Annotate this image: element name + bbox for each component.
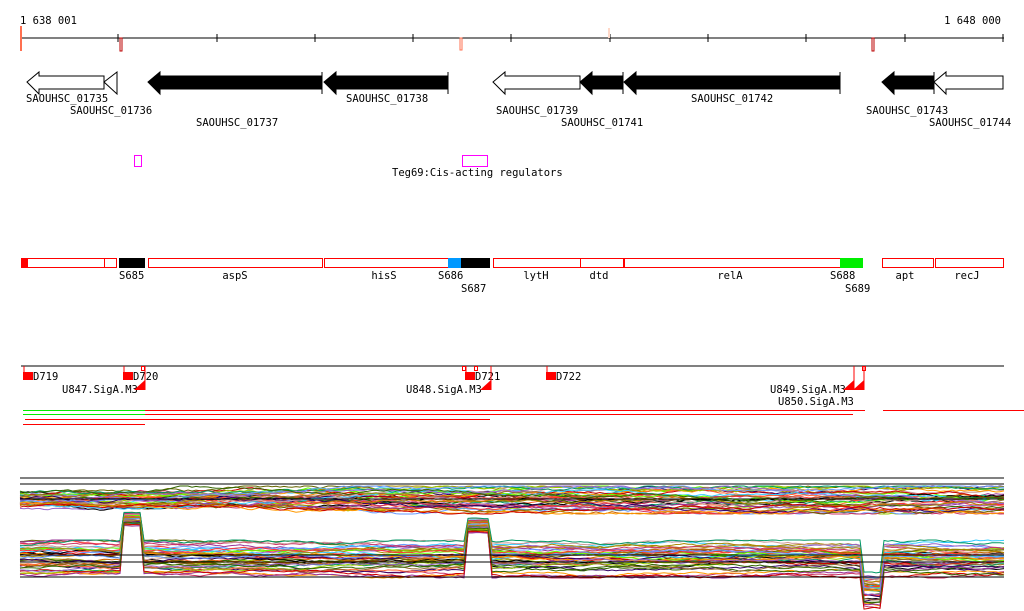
annotation-label: S686 <box>438 270 463 282</box>
gene-label: SAOUHSC_01737 <box>196 117 278 129</box>
motif-label: U849.SigA.M3 <box>770 384 846 396</box>
regulator-track: Teg69:Cis-acting regulators <box>134 155 563 179</box>
promoter-label: D722 <box>556 371 581 383</box>
profile-trace <box>19 503 1005 515</box>
gene-arrow[interactable] <box>26 70 105 96</box>
annotation-label: S689 <box>845 283 870 295</box>
promoter-label: D720 <box>133 371 158 383</box>
annotation-label: lytH <box>523 270 548 282</box>
gene-arrow[interactable] <box>881 70 935 96</box>
gene-arrow[interactable] <box>323 70 449 96</box>
profile-trace <box>20 485 1005 504</box>
promoter-label: D719 <box>33 371 58 383</box>
annotation-feature[interactable] <box>104 258 117 268</box>
annotation-label: dtd <box>590 270 609 282</box>
annotation-feature[interactable] <box>461 258 490 268</box>
expression-profile-track <box>19 477 1005 610</box>
profile-trace <box>19 521 1005 603</box>
annotation-feature[interactable] <box>448 258 461 268</box>
annotation-feature[interactable] <box>840 258 863 268</box>
position-marker[interactable] <box>20 26 22 51</box>
annotation-label: recJ <box>954 270 979 282</box>
profile-trace <box>19 513 1005 582</box>
profile-trace <box>19 511 1005 596</box>
annotation-label: S688 <box>830 270 855 282</box>
annotation-label: hisS <box>371 270 396 282</box>
motif-box[interactable] <box>474 366 478 371</box>
motif-box[interactable] <box>462 366 466 371</box>
promoter-marker[interactable] <box>546 372 556 380</box>
annotation-feature[interactable] <box>580 258 624 268</box>
promoter-marker[interactable] <box>23 372 33 380</box>
motif-box[interactable] <box>862 366 866 371</box>
annotation-feature[interactable] <box>21 258 28 268</box>
motif-marker[interactable] <box>853 380 864 390</box>
motif-marker[interactable] <box>134 380 145 390</box>
profile-trace <box>19 524 1005 606</box>
regulator-feature[interactable] <box>134 155 142 167</box>
annotation-feature[interactable] <box>148 258 323 268</box>
marker[interactable] <box>608 28 610 38</box>
ruler: 1 638 001 1 648 000 <box>20 15 1004 52</box>
profile-trace <box>19 520 1005 604</box>
profile-trace <box>19 516 1005 583</box>
promoter-marker[interactable] <box>123 372 133 380</box>
annotation-feature[interactable] <box>119 258 145 268</box>
regulator-label: Teg69:Cis-acting regulators <box>392 167 563 179</box>
profile-trace <box>19 511 1005 574</box>
promoter-marker[interactable] <box>465 372 475 380</box>
motif-label: U847.SigA.M3 <box>62 384 138 396</box>
profile-trace <box>19 485 1004 503</box>
gene-label: SAOUHSC_01735 <box>26 93 108 105</box>
motif-box[interactable] <box>141 366 145 371</box>
regulator-feature[interactable] <box>462 155 488 167</box>
annotation-label: apt <box>896 270 915 282</box>
gene-arrow[interactable] <box>623 70 841 96</box>
gene-label: SAOUHSC_01742 <box>691 93 773 105</box>
motif-label: U850.SigA.M3 <box>778 396 854 408</box>
motif-marker[interactable] <box>843 380 854 390</box>
annotation-feature[interactable] <box>324 258 449 268</box>
annotation-feature[interactable] <box>935 258 1004 268</box>
profile-trace <box>19 515 1005 588</box>
gene-arrow[interactable] <box>933 70 1004 96</box>
gene-label: SAOUHSC_01738 <box>346 93 428 105</box>
ruler-start-label: 1 638 001 <box>20 15 77 27</box>
annotation-label: S685 <box>119 270 144 282</box>
promoter-label: D721 <box>475 371 500 383</box>
marker[interactable] <box>871 37 875 52</box>
annotation-label: S687 <box>461 283 486 295</box>
marker[interactable] <box>459 37 463 51</box>
ruler-end-label: 1 648 000 <box>944 15 1001 27</box>
motif-marker[interactable] <box>480 380 491 390</box>
annotation-label: aspS <box>222 270 247 282</box>
gene-arrow[interactable] <box>492 70 581 96</box>
gene-arrow[interactable] <box>147 70 323 96</box>
annotation-feature[interactable] <box>624 258 841 268</box>
gene-label: SAOUHSC_01736 <box>70 105 152 117</box>
annotation-feature[interactable] <box>493 258 581 268</box>
gene-label: SAOUHSC_01744 <box>929 117 1011 129</box>
gene-label: SAOUHSC_01741 <box>561 117 643 129</box>
profile-trace <box>20 487 1005 504</box>
marker[interactable] <box>119 37 123 52</box>
promoter-track: D719 D720 D721 D722 U847.SigA.M3 U848.SigA.M3… <box>21 365 1024 425</box>
annotation-label: relA <box>717 270 743 282</box>
motif-label: U848.SigA.M3 <box>406 384 482 396</box>
profile-trace <box>19 516 1005 592</box>
annotation-feature[interactable] <box>21 258 117 268</box>
gene-arrow[interactable] <box>103 70 118 96</box>
annotation-feature[interactable] <box>882 258 934 268</box>
gene-label: SAOUHSC_01743 <box>866 105 948 117</box>
profile-trace <box>19 485 1005 495</box>
gene-arrow[interactable] <box>579 70 624 96</box>
profile-trace <box>19 495 1005 509</box>
gene-label: SAOUHSC_01739 <box>496 105 578 117</box>
